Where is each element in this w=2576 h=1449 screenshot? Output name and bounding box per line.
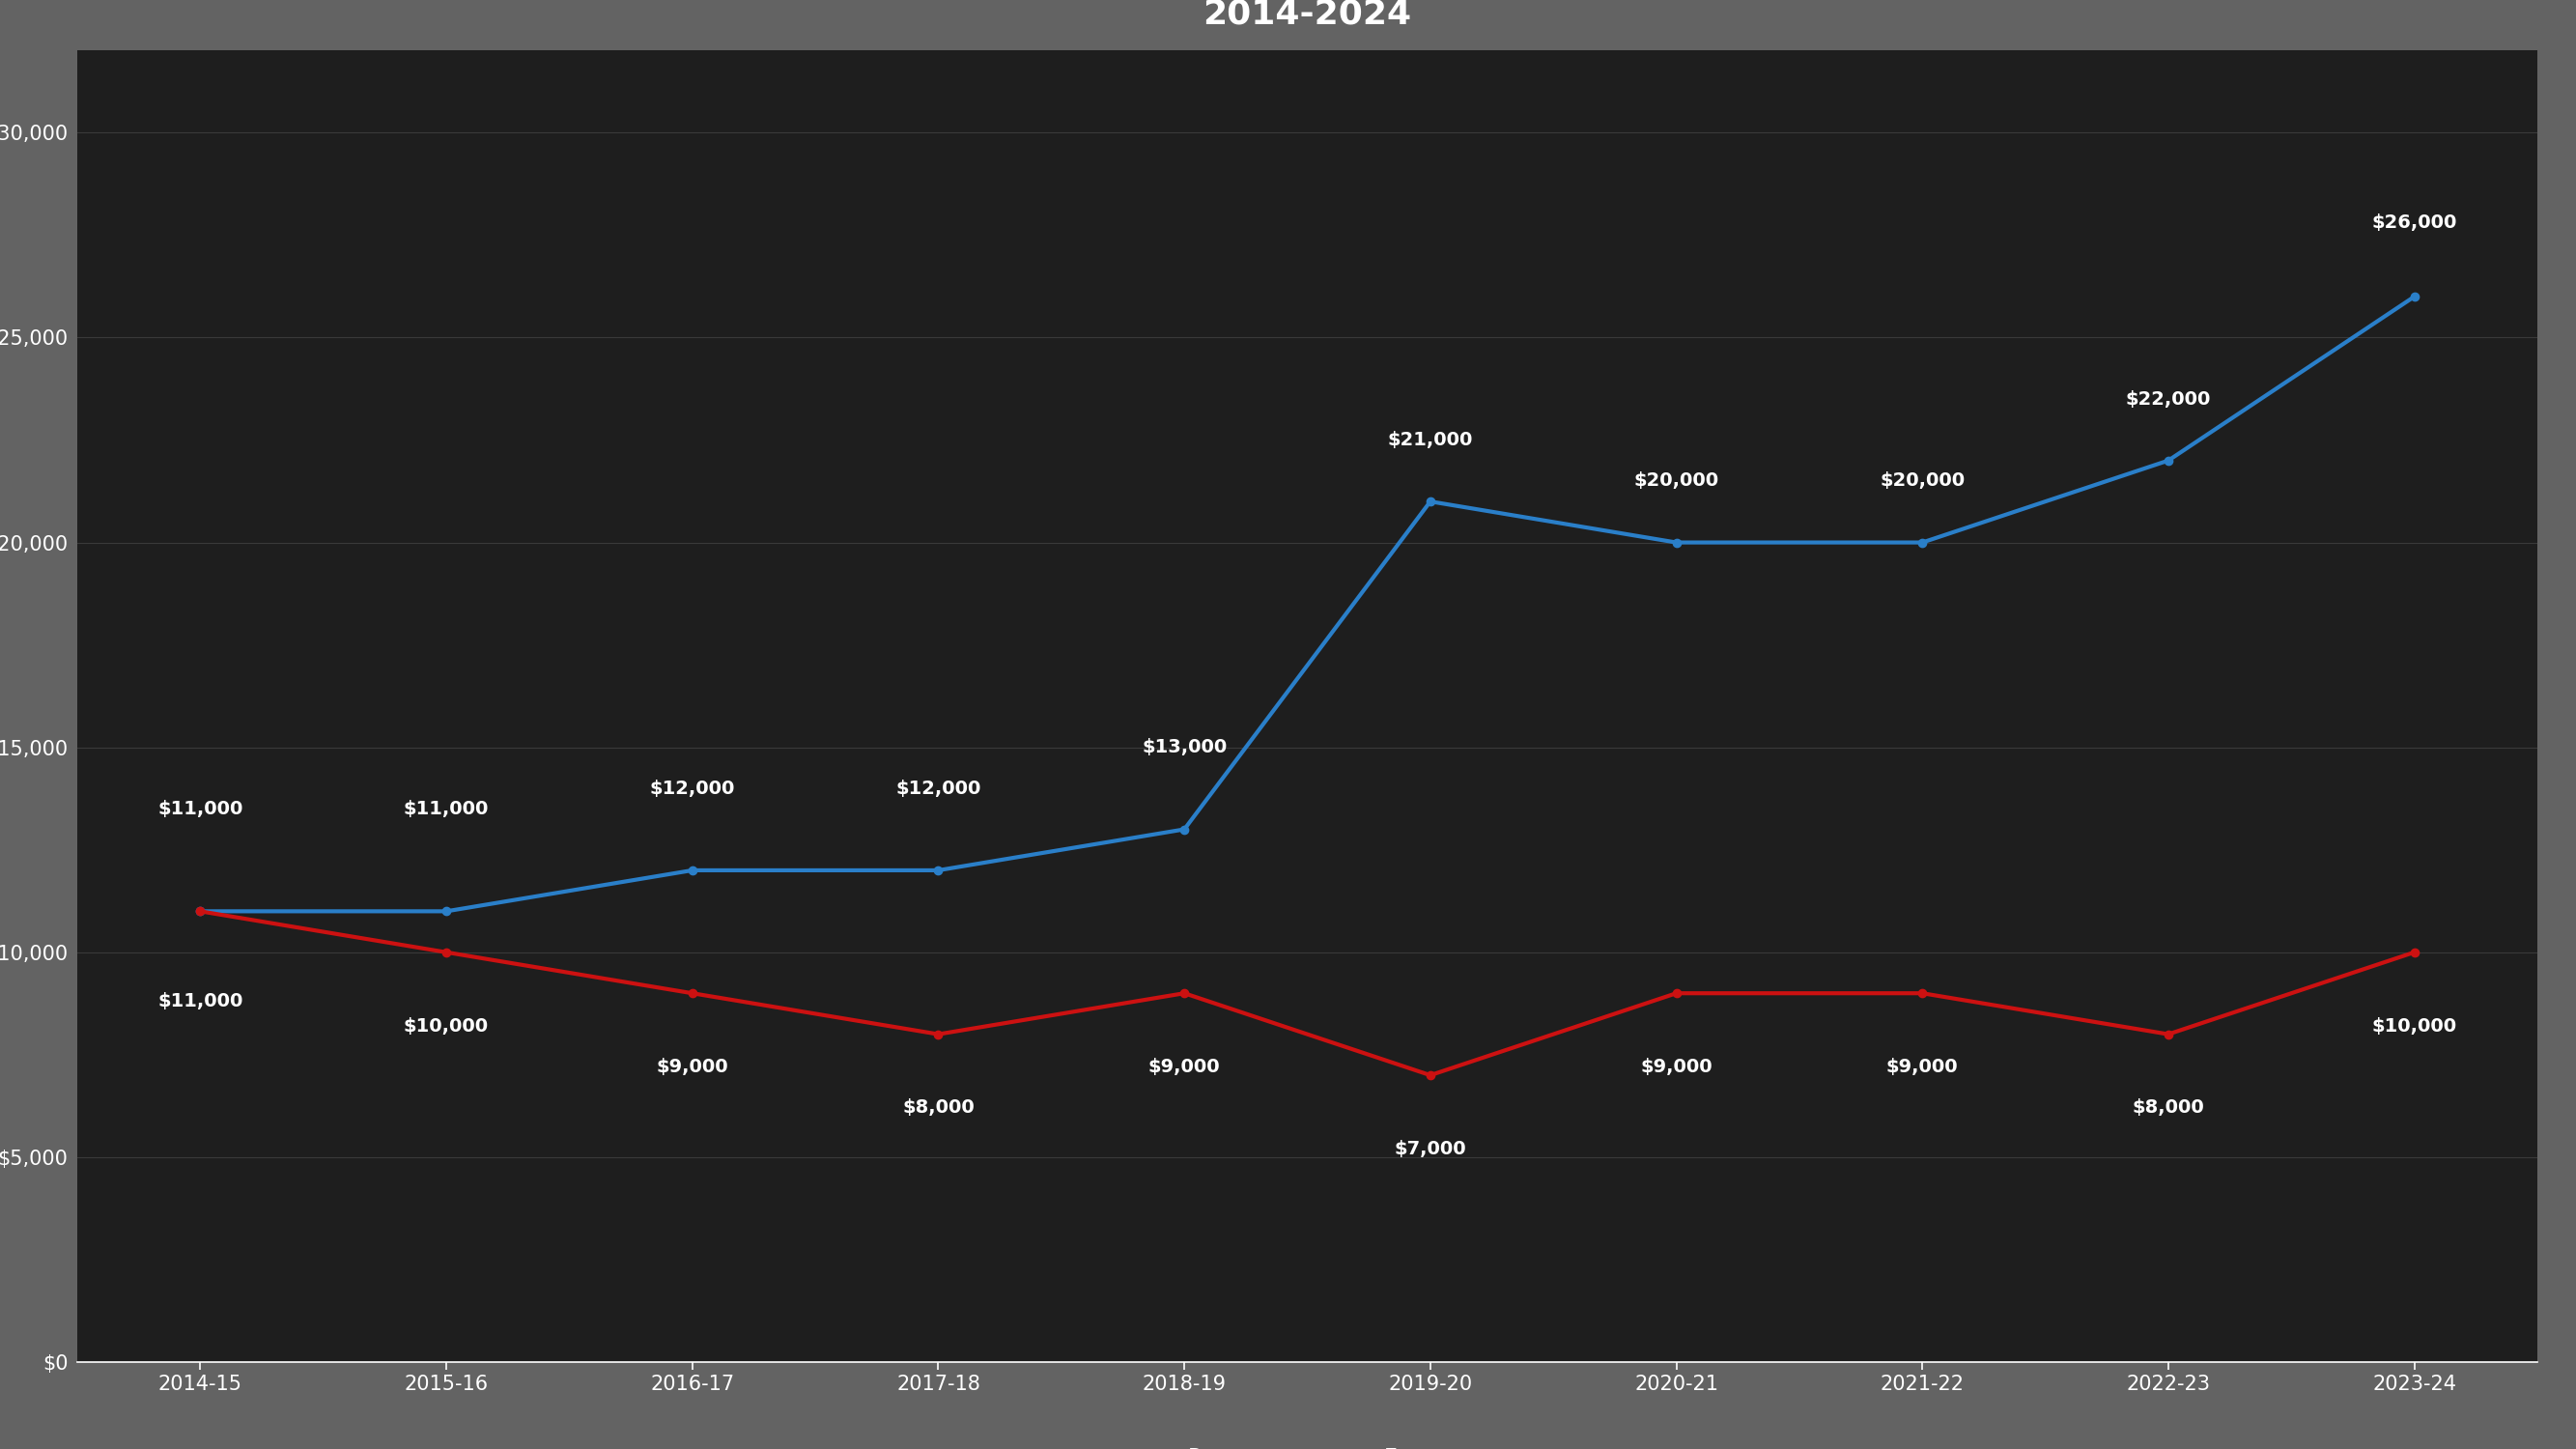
Text: $11,000: $11,000 [157, 800, 242, 819]
Expenses [2398, 943, 2429, 961]
Text: $9,000: $9,000 [657, 1058, 729, 1077]
Text: $12,000: $12,000 [649, 780, 734, 797]
Revenue [922, 862, 953, 880]
Revenue [1662, 533, 1692, 551]
Expenses [1662, 984, 1692, 1001]
Expenses [430, 943, 461, 961]
Text: $8,000: $8,000 [2133, 1098, 2205, 1117]
Revenue [1414, 493, 1445, 510]
Line: Revenue: Revenue [196, 293, 2419, 916]
Expenses [185, 903, 216, 920]
Revenue [1906, 533, 1937, 551]
Title: Revenue vs Expenses
2014-2024: Revenue vs Expenses 2014-2024 [1095, 0, 1520, 30]
Revenue [677, 862, 708, 880]
Text: $12,000: $12,000 [896, 780, 981, 797]
Revenue [1170, 820, 1200, 838]
Legend: Revenue, Expenses: Revenue, Expenses [1121, 1439, 1494, 1449]
Text: $9,000: $9,000 [1641, 1058, 1713, 1077]
Text: $11,000: $11,000 [404, 800, 489, 819]
Text: $20,000: $20,000 [1880, 472, 1965, 490]
Expenses [922, 1026, 953, 1043]
Revenue [2154, 452, 2184, 469]
Text: $9,000: $9,000 [1886, 1058, 1958, 1077]
Text: $21,000: $21,000 [1388, 430, 1473, 449]
Expenses [677, 984, 708, 1001]
Text: $13,000: $13,000 [1141, 738, 1226, 756]
Text: $10,000: $10,000 [2372, 1017, 2458, 1035]
Text: $26,000: $26,000 [2372, 213, 2458, 232]
Expenses [1170, 984, 1200, 1001]
Revenue [185, 903, 216, 920]
Text: $8,000: $8,000 [902, 1098, 974, 1117]
Expenses [2154, 1026, 2184, 1043]
Expenses [1414, 1066, 1445, 1084]
Line: Expenses: Expenses [196, 907, 2419, 1080]
Revenue [430, 903, 461, 920]
Expenses [1906, 984, 1937, 1001]
Text: $10,000: $10,000 [404, 1017, 489, 1035]
Text: $22,000: $22,000 [2125, 390, 2210, 409]
Text: $20,000: $20,000 [1633, 472, 1718, 490]
Text: $7,000: $7,000 [1394, 1140, 1466, 1158]
Text: $11,000: $11,000 [157, 993, 242, 1010]
Revenue [2398, 288, 2429, 306]
Text: $9,000: $9,000 [1149, 1058, 1221, 1077]
